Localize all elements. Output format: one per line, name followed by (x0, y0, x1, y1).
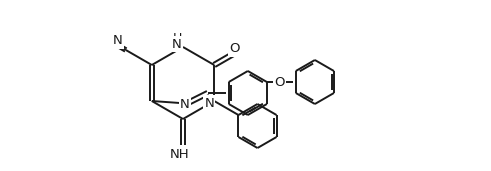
Text: H: H (172, 31, 182, 44)
Text: O: O (229, 43, 240, 56)
Text: N: N (204, 96, 214, 109)
Text: NH: NH (170, 148, 190, 161)
Text: N: N (180, 98, 190, 111)
Text: N: N (172, 37, 182, 50)
Text: N: N (113, 35, 123, 48)
Text: O: O (274, 76, 285, 89)
